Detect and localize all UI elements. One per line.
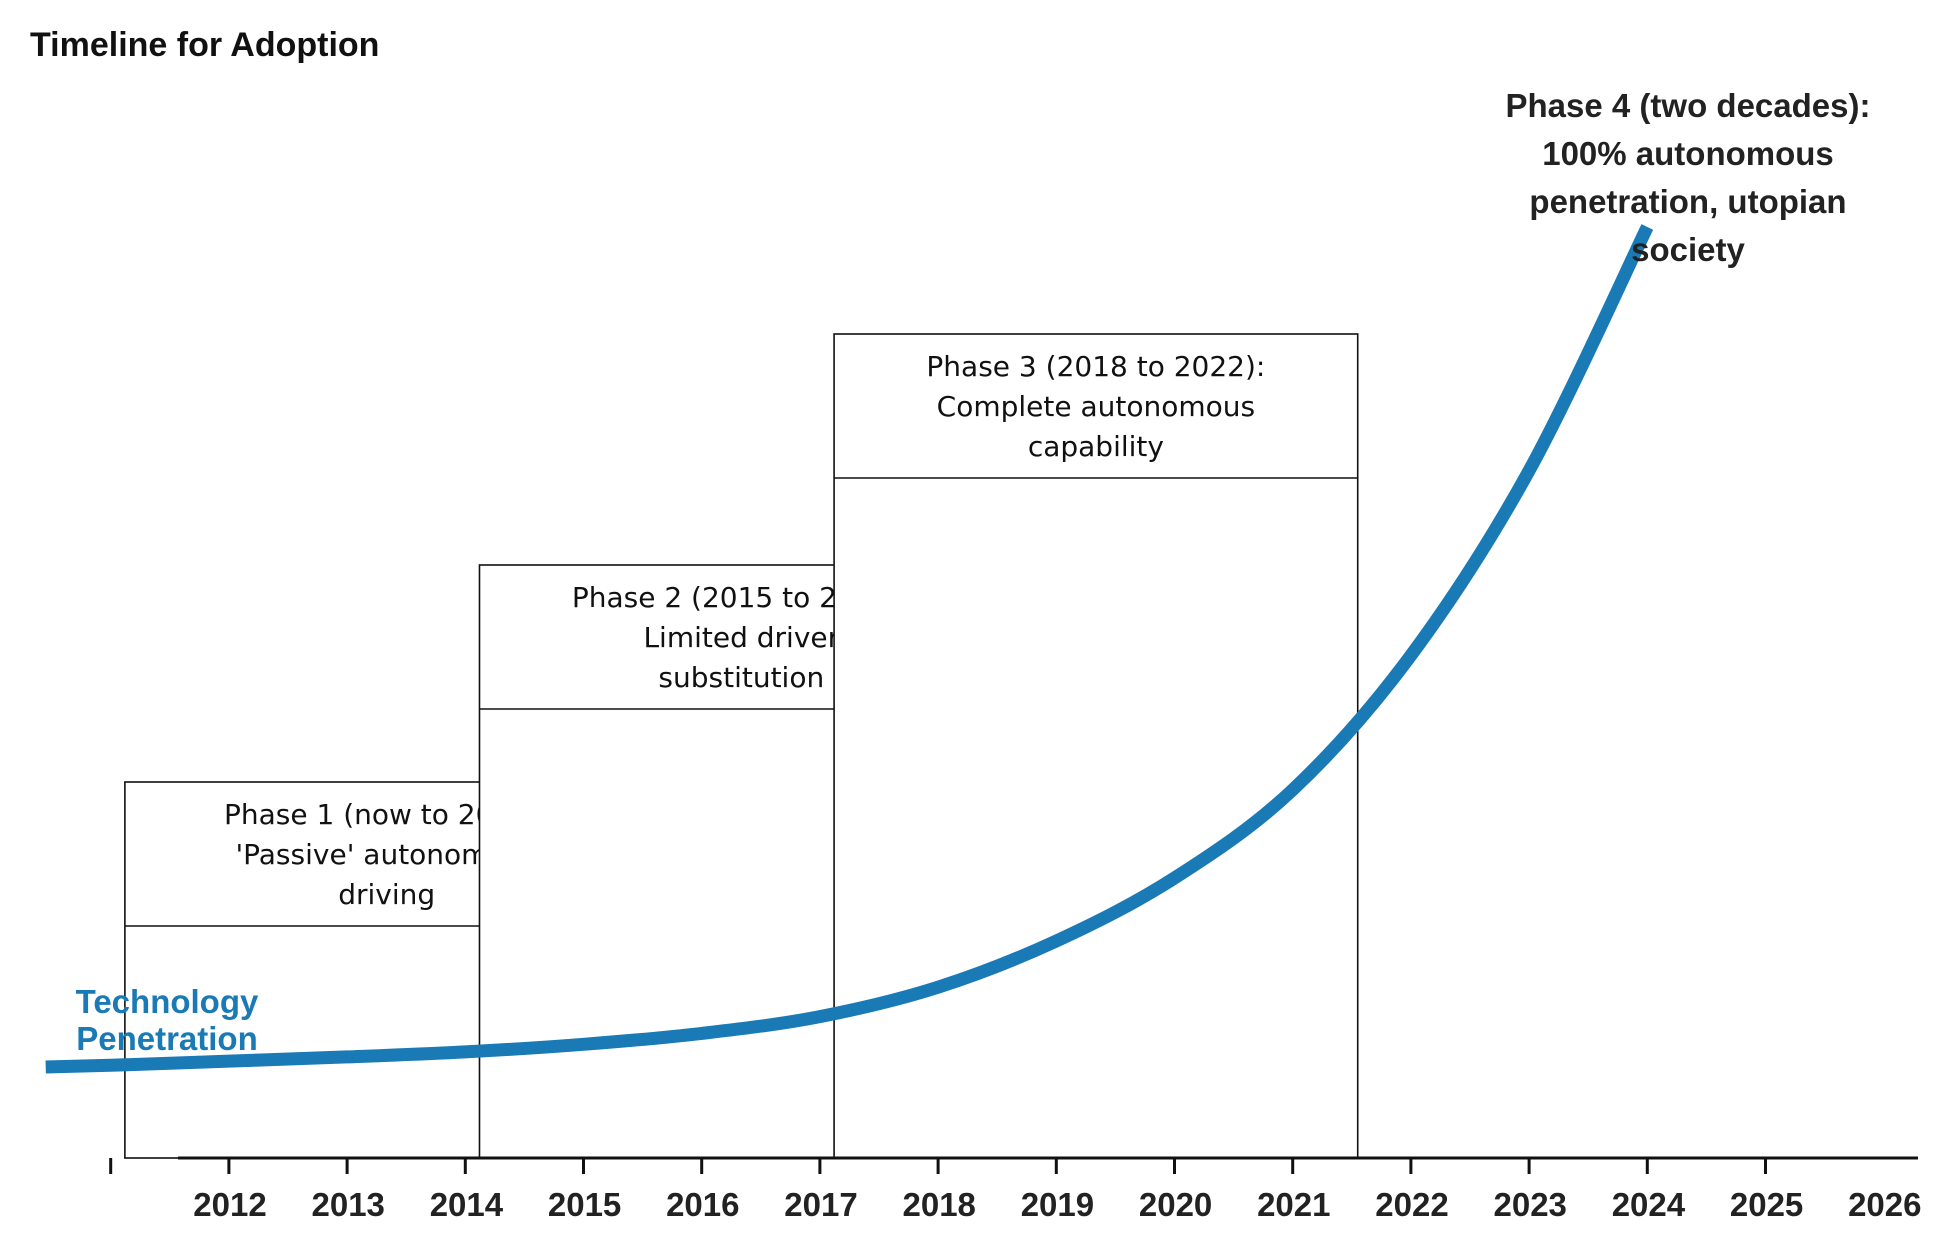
series-group <box>45 224 1654 1074</box>
x-tick-label: 2025 <box>1730 1186 1803 1223</box>
phase-1-label-line: driving <box>338 878 435 911</box>
phase-3-label-line: Phase 3 (2018 to 2022): <box>926 350 1265 383</box>
phase4-label-line: penetration, utopian <box>1529 183 1846 220</box>
phase4-label-line: Phase 4 (two decades): <box>1506 87 1871 124</box>
phase-3-label-line: Complete autonomous <box>937 390 1255 423</box>
series-line-technology-penetration <box>45 224 1654 1074</box>
phase-boxes: Phase 1 (now to 2016):'Passive' autonomo… <box>124 333 1359 1159</box>
x-tick-label: 2013 <box>311 1186 384 1223</box>
x-tick-label: 2026 <box>1848 1186 1921 1223</box>
phase4-label-line: 100% autonomous <box>1542 135 1834 172</box>
series-label-line: Technology <box>76 983 259 1020</box>
phase-3-box: Phase 3 (2018 to 2022): Complete autonomo… <box>833 333 1359 1159</box>
phase-2-label-line: substitution <box>658 661 824 694</box>
phase-3-column <box>833 333 1359 1159</box>
phase-2-label-line: Limited driver <box>643 621 839 654</box>
x-tick-label: 2023 <box>1493 1186 1566 1223</box>
phase4-label: Phase 4 (two decades): 100% autonomous pen… <box>1506 87 1871 268</box>
x-axis: 2012 2013 2014 2015 2016 2017 2018 2019 2020 2021… <box>109 1156 1922 1223</box>
x-tick-label: 2014 <box>430 1186 504 1223</box>
x-tick-label: 2016 <box>666 1186 739 1223</box>
series-label-line: Penetration <box>76 1020 258 1057</box>
x-tick-label: 2021 <box>1257 1186 1330 1223</box>
chart-title: Timeline for Adoption <box>30 26 379 64</box>
x-tick-label: 2020 <box>1139 1186 1212 1223</box>
x-tick-label: 2022 <box>1375 1186 1448 1223</box>
x-tick-label: 2019 <box>1021 1186 1094 1223</box>
phase-3-label-line: capability <box>1028 430 1164 463</box>
x-tick-label: 2018 <box>902 1186 975 1223</box>
x-tick-label: 2015 <box>548 1186 621 1223</box>
x-tick-label: 2017 <box>784 1186 857 1223</box>
phase4-label-line: society <box>1631 231 1745 268</box>
x-tick-label: 2024 <box>1612 1186 1686 1223</box>
x-tick-label: 2012 <box>193 1186 266 1223</box>
